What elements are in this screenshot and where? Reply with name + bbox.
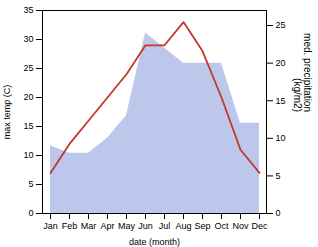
svg-text:med. precipitation(kg/m2): med. precipitation(kg/m2) bbox=[292, 33, 313, 112]
svg-text:5: 5 bbox=[28, 179, 33, 189]
svg-text:Jan: Jan bbox=[43, 221, 58, 231]
svg-text:Jul: Jul bbox=[159, 221, 171, 231]
svg-text:25: 25 bbox=[276, 20, 286, 30]
svg-text:10: 10 bbox=[23, 150, 33, 160]
svg-text:15: 15 bbox=[276, 96, 286, 106]
svg-text:35: 35 bbox=[23, 5, 33, 15]
svg-text:15: 15 bbox=[23, 121, 33, 131]
svg-text:Mar: Mar bbox=[81, 221, 97, 231]
svg-text:Aug: Aug bbox=[175, 221, 191, 231]
svg-text:Feb: Feb bbox=[62, 221, 78, 231]
svg-text:Oct: Oct bbox=[214, 221, 229, 231]
svg-text:Apr: Apr bbox=[100, 221, 114, 231]
svg-text:20: 20 bbox=[23, 92, 33, 102]
svg-text:5: 5 bbox=[276, 171, 281, 181]
svg-text:May: May bbox=[118, 221, 136, 231]
svg-text:Sep: Sep bbox=[194, 221, 210, 231]
svg-text:0: 0 bbox=[28, 208, 33, 218]
svg-text:0: 0 bbox=[276, 208, 281, 218]
svg-text:Nov: Nov bbox=[232, 221, 249, 231]
svg-text:30: 30 bbox=[23, 34, 33, 44]
svg-text:max temp (C): max temp (C) bbox=[2, 85, 12, 140]
svg-text:date (month): date (month) bbox=[129, 237, 180, 247]
svg-text:Dec: Dec bbox=[251, 221, 268, 231]
svg-text:20: 20 bbox=[276, 58, 286, 68]
svg-text:10: 10 bbox=[276, 133, 286, 143]
svg-text:Jun: Jun bbox=[138, 221, 153, 231]
svg-text:25: 25 bbox=[23, 63, 33, 73]
